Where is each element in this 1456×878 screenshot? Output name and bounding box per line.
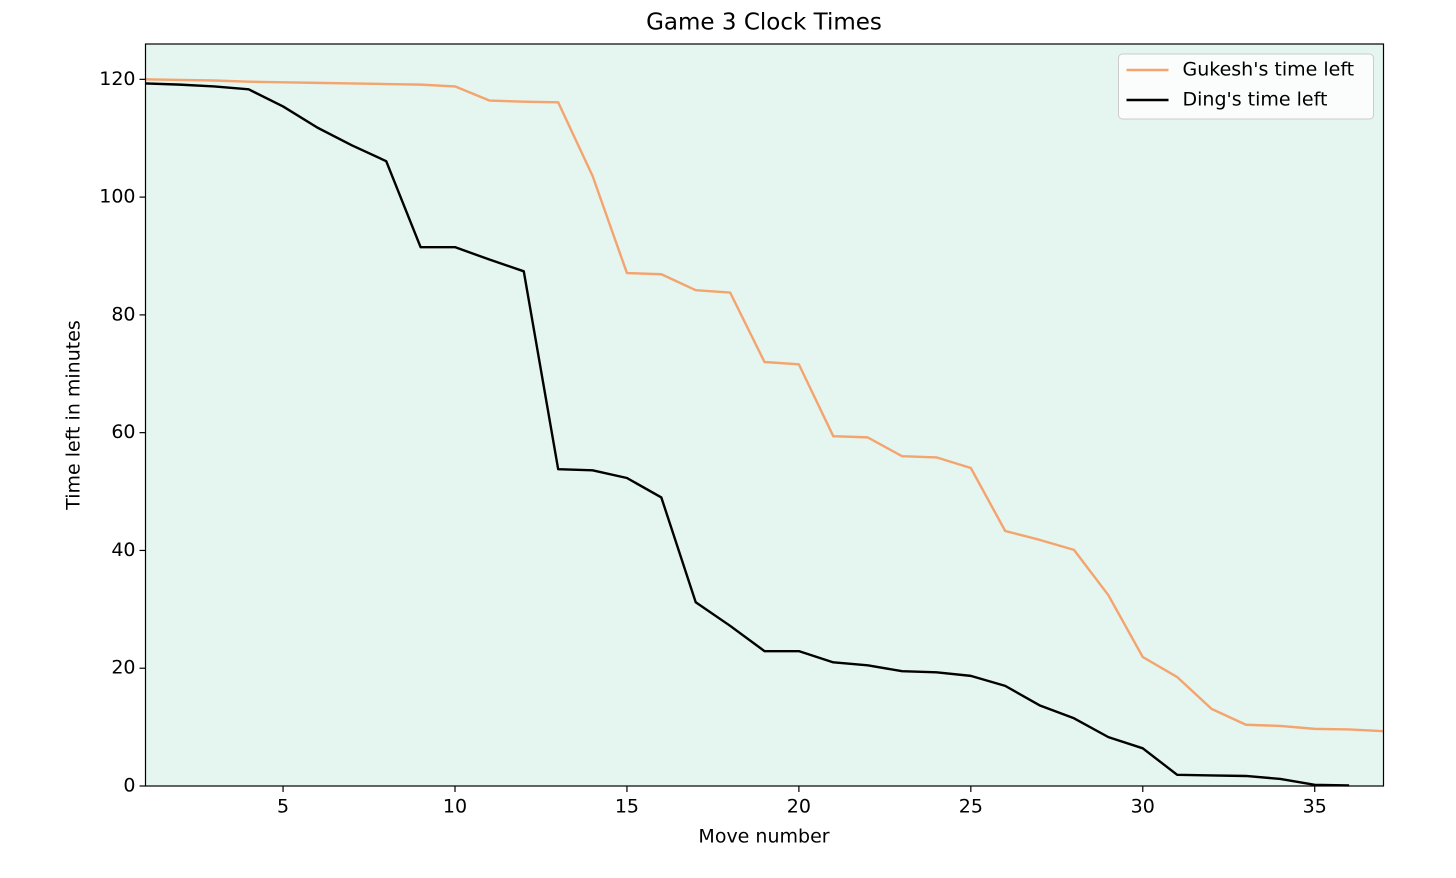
line <box>145 78 1384 733</box>
y-axis-label: Time left in minutes <box>63 320 85 511</box>
y-tick-label: 0 <box>123 775 135 797</box>
legend: Gukesh's time left Ding's time left <box>1118 53 1374 120</box>
x-tick-label: 20 <box>787 796 811 818</box>
x-tick-label: 35 <box>1303 796 1327 818</box>
chart-title: Game 3 Clock Times <box>646 10 882 36</box>
y-tick-label: 100 <box>99 186 135 208</box>
x-tick-label: 25 <box>959 796 983 818</box>
x-tick-label: 30 <box>1131 796 1155 818</box>
y-tick-label: 60 <box>111 421 135 443</box>
legend-label: Ding's time left <box>1183 89 1328 111</box>
y-tick-label: 80 <box>111 303 135 325</box>
y-tick-label: 40 <box>111 539 135 561</box>
y-tick-label: 120 <box>99 68 135 90</box>
legend-box <box>1118 53 1374 120</box>
line <box>145 82 1350 787</box>
plot-frame <box>144 43 1385 787</box>
x-tick-label: 15 <box>615 796 639 818</box>
legend-label: Gukesh's time left <box>1183 59 1355 81</box>
plot-background <box>145 44 1384 786</box>
x-axis-label: Move number <box>698 826 829 848</box>
x-tick-label: 5 <box>277 796 289 818</box>
x-tick-label: 10 <box>443 796 467 818</box>
y-tick-label: 20 <box>111 657 135 679</box>
